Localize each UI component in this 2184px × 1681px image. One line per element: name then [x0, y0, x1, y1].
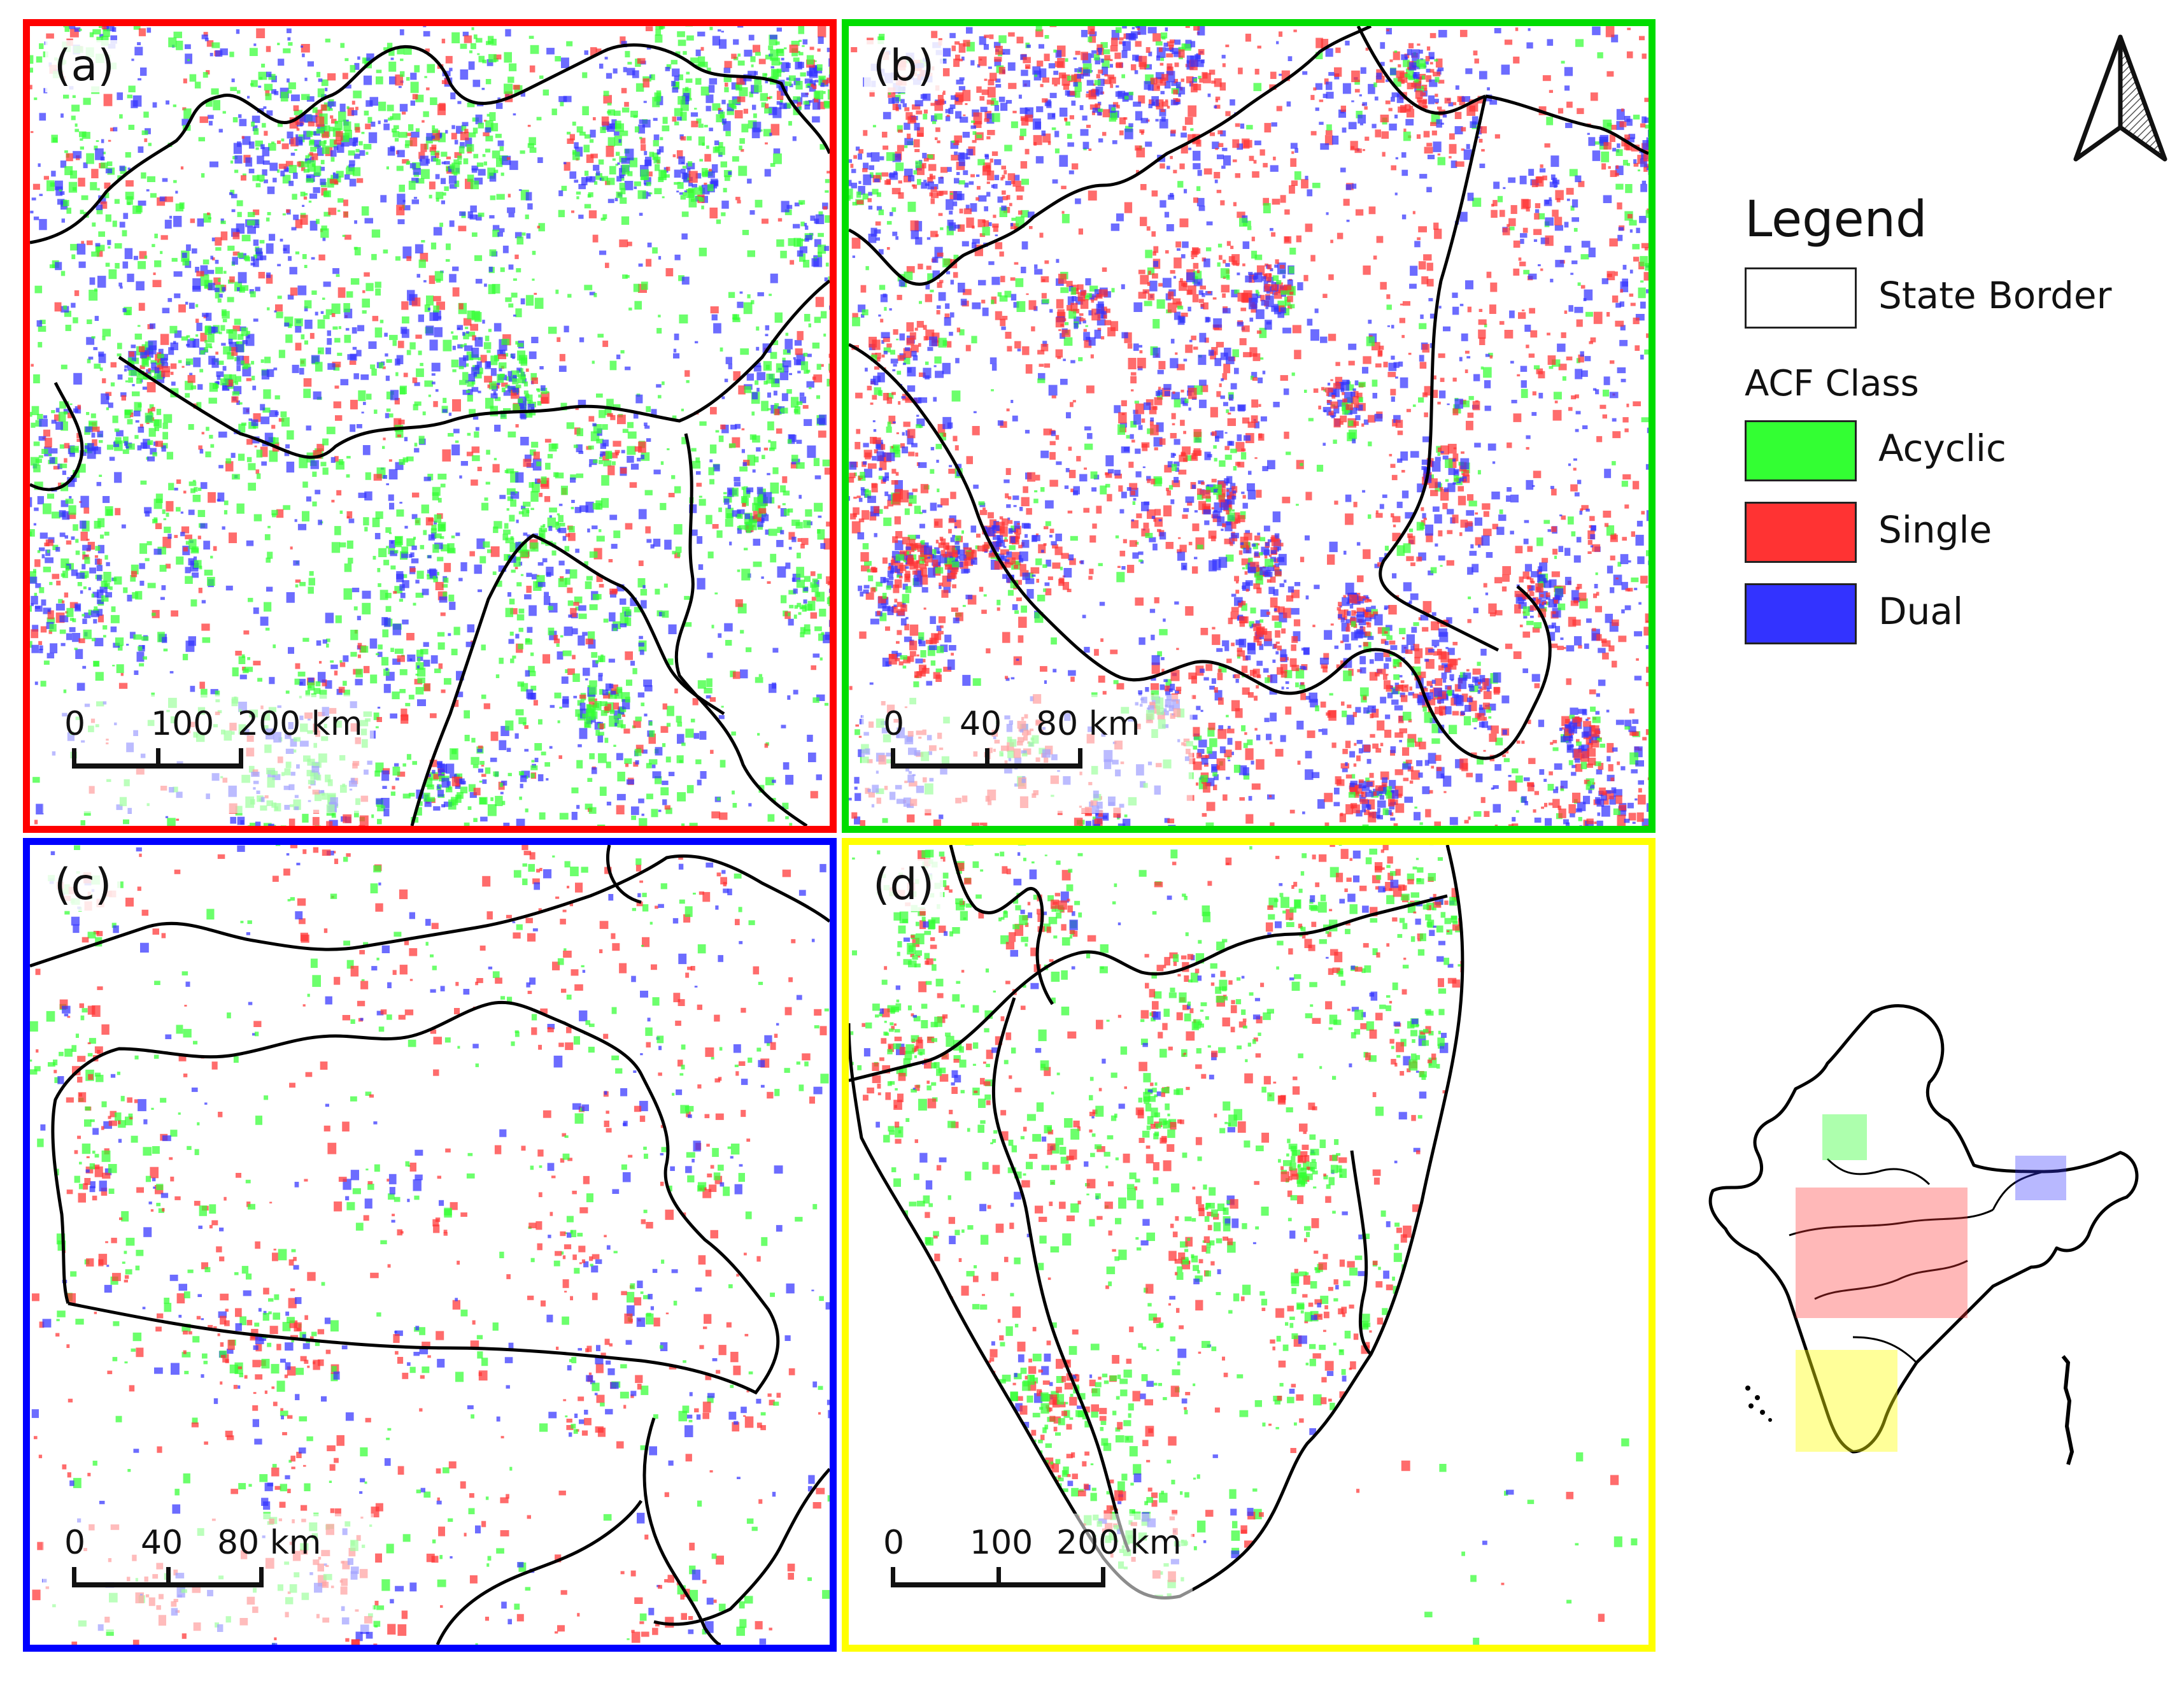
locator-box-b — [1822, 1114, 1867, 1160]
legend-title: Legend — [1745, 191, 1927, 248]
state-border-line — [653, 1468, 830, 1626]
scale-bar: 0 100 200 km — [862, 1514, 1193, 1632]
scale-bar-tick — [259, 1567, 264, 1587]
india-outline — [1708, 1004, 2139, 1454]
state-border-line — [30, 381, 84, 492]
state-border-line — [1789, 1209, 1994, 1237]
legend-label-acyclic: Acyclic — [1878, 427, 2006, 470]
scale-tick-label: 0 — [64, 1524, 86, 1562]
scale-tick-label: 0 — [64, 705, 86, 743]
state-border-line — [1356, 26, 1486, 115]
scale-tick-label: 40 — [141, 1524, 183, 1562]
map-panel-c: (c) 0 40 80 km — [23, 838, 837, 1652]
scale-tick-label: 0 — [883, 705, 905, 743]
locator-box-c — [2015, 1156, 2066, 1200]
state-border-line — [991, 997, 1131, 1552]
scale-bar-background — [862, 695, 1193, 813]
scale-bar-tick — [1078, 748, 1082, 769]
state-border-line — [30, 854, 830, 968]
state-border-line — [1485, 94, 1649, 155]
state-border-line — [1350, 1150, 1372, 1356]
state-border-line — [949, 845, 1054, 1005]
scale-bar-tick — [72, 748, 76, 769]
state-border-line — [642, 1417, 721, 1645]
scale-tick-label: 100 — [151, 705, 215, 743]
state-border-line — [30, 43, 830, 245]
scale-bar-tick — [1101, 1567, 1105, 1587]
scale-bar-tick — [985, 748, 989, 769]
classification-map-a — [30, 26, 830, 826]
state-border-line — [1379, 96, 1500, 652]
state-border-line — [606, 845, 642, 904]
state-border-line — [849, 343, 1552, 760]
legend-subtitle: ACF Class — [1745, 363, 1919, 404]
scale-tick-label: 200 km — [238, 705, 363, 743]
scale-tick-label: 40 — [960, 705, 1002, 743]
scale-tick-label: 80 km — [1036, 705, 1140, 743]
state-border-line — [1992, 1170, 2045, 1210]
legend: Legend State Border ACF Class Acyclic Si… — [1745, 191, 2152, 662]
scale-bar-background — [43, 1514, 374, 1632]
state-border-line — [1814, 1259, 1968, 1300]
state-border-line — [1826, 1158, 1931, 1186]
scale-bar: 0 40 80 km — [862, 695, 1193, 813]
legend-label-state-border: State Border — [1878, 274, 2112, 317]
scale-bar-tick — [166, 1567, 171, 1587]
map-panel-d: (d) 0 100 200 km — [842, 838, 1656, 1652]
legend-label-single: Single — [1878, 508, 1992, 551]
scale-bar-background — [43, 695, 374, 813]
scale-tick-label: 100 — [970, 1524, 1033, 1562]
scale-bar-background — [862, 1514, 1193, 1632]
scale-tick-label: 80 km — [217, 1524, 322, 1562]
scale-bar-tick — [239, 748, 243, 769]
state-border-line — [410, 534, 725, 826]
scale-tick-label: 200 km — [1056, 1524, 1182, 1562]
scale-bar-tick — [996, 1567, 1001, 1587]
scale-bar-tick — [891, 748, 895, 769]
scale-bar-tick — [156, 748, 160, 769]
state-border-line — [51, 1000, 780, 1395]
state-border-line — [118, 280, 830, 459]
scale-bar-tick — [72, 1567, 76, 1587]
scale-tick-label: 0 — [883, 1524, 905, 1562]
legend-label-dual: Dual — [1878, 590, 1964, 633]
panel-label: (d) — [864, 859, 944, 912]
state-border-line — [674, 433, 808, 826]
scale-bar: 0 40 80 km — [43, 1514, 374, 1632]
map-panel-b: (b) 0 40 80 km — [842, 19, 1656, 833]
locator-box-a — [1796, 1188, 1968, 1318]
legend-swatch-state-border — [1745, 267, 1857, 329]
north-arrow-icon — [2073, 34, 2167, 162]
scale-bar-tick — [891, 1567, 895, 1587]
state-border-line — [849, 26, 1372, 286]
scale-bar: 0 100 200 km — [43, 695, 374, 813]
legend-swatch-acyclic — [1745, 420, 1857, 481]
locator-box-d — [1796, 1350, 1897, 1452]
state-border-line — [436, 1500, 643, 1645]
india-locator-map — [1708, 1004, 2139, 1465]
map-panel-a: (a) 0 100 200 km — [23, 19, 837, 833]
coastline-line — [849, 845, 1464, 1599]
panel-label: (b) — [864, 40, 944, 93]
state-border-line — [1852, 1336, 1918, 1364]
legend-swatch-single — [1745, 502, 1857, 563]
island-dots — [1745, 1355, 2074, 1465]
legend-swatch-dual — [1745, 583, 1857, 644]
panel-label: (c) — [45, 859, 121, 912]
panel-label: (a) — [45, 40, 124, 93]
state-border-line — [849, 894, 1448, 1082]
